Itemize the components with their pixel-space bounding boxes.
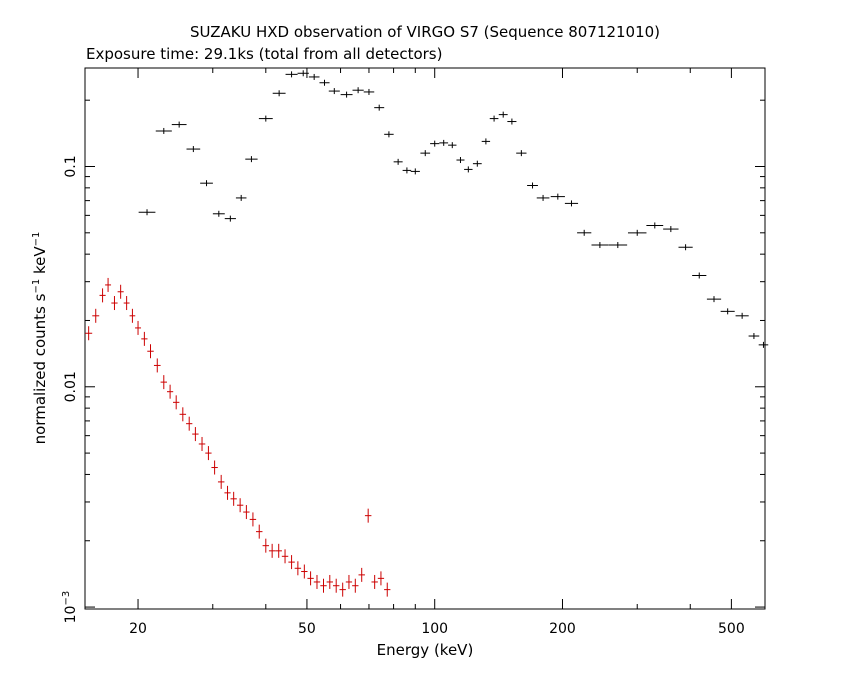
x-tick-label: 200: [549, 621, 576, 637]
x-axis-ticks: 20 50 100 200 500: [129, 68, 766, 637]
y-axis-label-sup2: −1: [31, 232, 42, 247]
x-tick-label: 500: [718, 621, 745, 637]
y-tick-label: 10−3: [61, 591, 79, 624]
x-tick-label: 20: [129, 621, 147, 637]
y-axis-label-mid: keV: [31, 246, 49, 279]
y-tick-label: 0.1: [63, 155, 79, 177]
series-2: [85, 277, 391, 597]
y-axis-label-sup1: −1: [31, 279, 42, 294]
y-axis-label-main: normalized counts s: [31, 293, 49, 444]
plot-frame: [84, 67, 766, 610]
y-axis-label: normalized counts s−1 keV−1: [31, 232, 49, 445]
y-axis-ticks: 10−3 0.01 0.1: [61, 99, 765, 624]
series-1: [138, 70, 769, 348]
y-tick-label: 0.01: [63, 371, 79, 402]
x-axis-label: Energy (keV): [377, 641, 474, 659]
x-tick-label: 50: [298, 621, 316, 637]
x-tick-label: 100: [421, 621, 448, 637]
data-series: [85, 70, 769, 597]
chart-subtitle: Exposure time: 29.1ks (total from all de…: [86, 45, 442, 63]
chart-title: SUZAKU HXD observation of VIRGO S7 (Sequ…: [190, 23, 660, 41]
